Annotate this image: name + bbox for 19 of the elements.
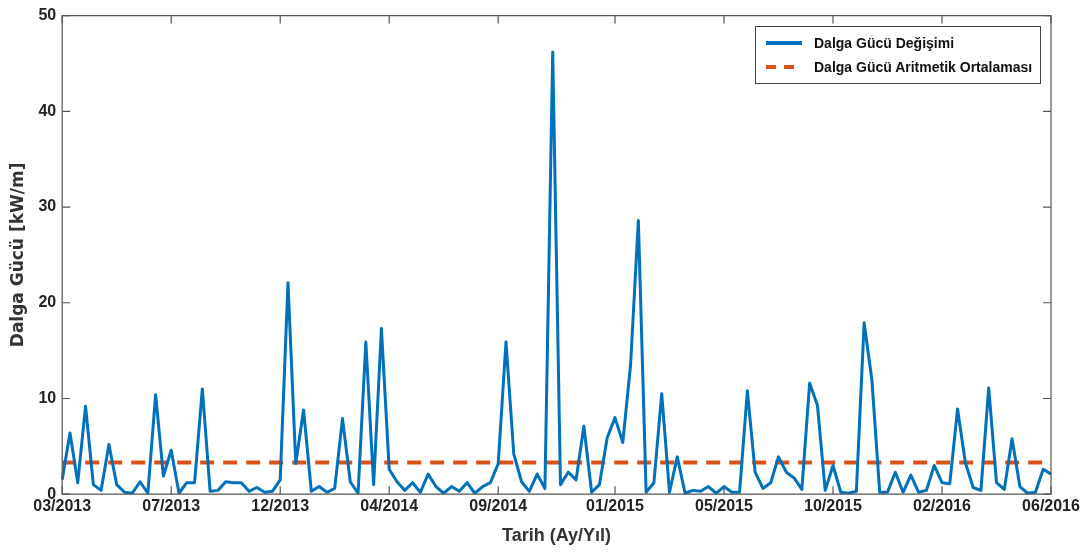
y-tick-label: 10 <box>38 388 57 406</box>
x-tick-label: 02/2016 <box>913 497 972 515</box>
legend-label: Dalga Gücü Değişimi <box>814 33 955 53</box>
x-tick-label: 06/2016 <box>1022 497 1081 515</box>
y-tick-label: 20 <box>38 293 57 311</box>
y-tick-label: 50 <box>38 6 57 24</box>
x-tick-label: 12/2013 <box>251 497 310 515</box>
x-tick-label: 10/2015 <box>804 497 863 515</box>
x-tick-label: 04/2014 <box>360 497 419 515</box>
x-tick-label: 01/2015 <box>586 497 645 515</box>
y-tick-label: 40 <box>38 101 57 119</box>
y-tick-label: 30 <box>38 197 57 215</box>
legend-label: Dalga Gücü Aritmetik Ortalaması <box>814 57 1033 77</box>
x-tick-label: 03/2013 <box>33 497 92 515</box>
y-axis-title: Dalga Gücü [kW/m] <box>6 162 27 348</box>
x-axis-title: Tarih (Ay/Yıl) <box>502 525 612 546</box>
x-tick-label: 09/2014 <box>469 497 528 515</box>
x-tick-label: 07/2013 <box>142 497 201 515</box>
x-tick-label: 05/2015 <box>695 497 754 515</box>
